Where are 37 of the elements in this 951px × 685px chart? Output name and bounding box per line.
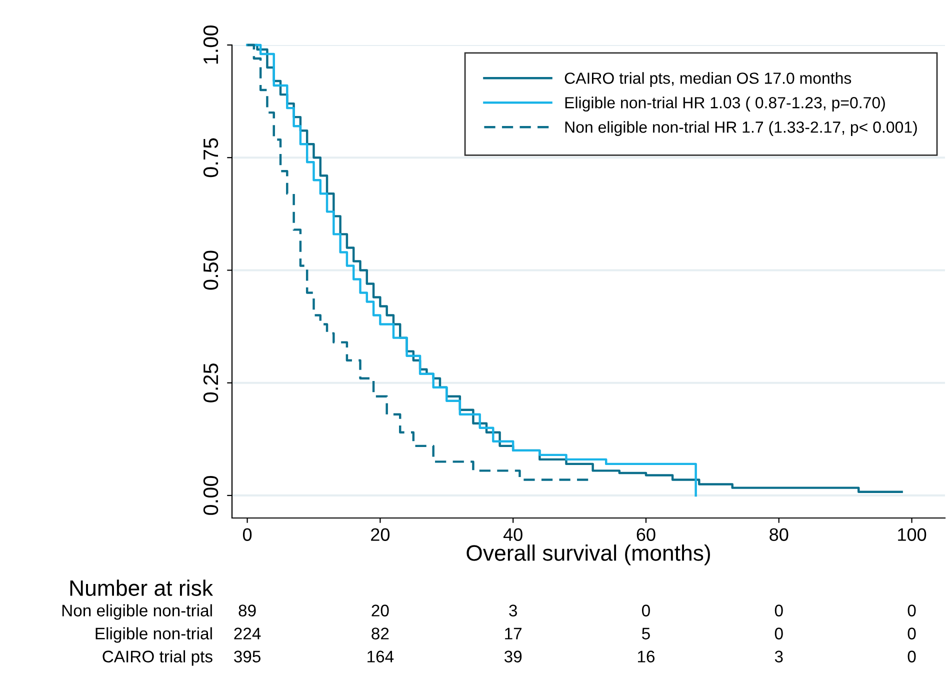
text: 39 bbox=[504, 650, 522, 662]
text: 224 bbox=[234, 628, 261, 640]
text: CAIRO trial pts bbox=[102, 650, 212, 666]
legend-label: Eligible non-trial HR 1.03 ( 0.87-1.23, p=0.70) bbox=[565, 96, 885, 112]
text: 0 bbox=[774, 628, 783, 640]
x-axis-title: Overall survival (months) bbox=[466, 544, 710, 566]
y-tick-label: 0.75 bbox=[203, 138, 218, 178]
text: 0 bbox=[642, 604, 650, 616]
text: 20 bbox=[372, 604, 389, 616]
y-tick-label: 0.00 bbox=[203, 476, 218, 515]
text: 0 bbox=[908, 604, 916, 616]
text: 0 bbox=[908, 650, 916, 662]
x-tick-label: 40 bbox=[503, 528, 522, 541]
text: 5 bbox=[642, 628, 650, 640]
y-tick-label: 0.50 bbox=[203, 250, 218, 290]
y-tick-label: 1.00 bbox=[203, 26, 218, 64]
text: 17 bbox=[505, 628, 522, 640]
text: 3 bbox=[509, 604, 517, 616]
text: 395 bbox=[234, 650, 260, 662]
x-tick-label: 20 bbox=[371, 528, 390, 541]
text: 3 bbox=[774, 650, 783, 662]
legend-label: CAIRO trial pts, median OS 17.0 months bbox=[564, 72, 852, 88]
text: 0 bbox=[908, 628, 916, 640]
y-tick-label: 0.25 bbox=[203, 363, 218, 402]
text: 0 bbox=[774, 604, 783, 616]
text: 89 bbox=[238, 604, 256, 616]
text: Non eligible non-trial bbox=[62, 604, 212, 620]
text: Eligible non-trial bbox=[96, 627, 212, 643]
x-tick-label: 100 bbox=[898, 528, 926, 541]
x-tick-label: 60 bbox=[636, 528, 656, 541]
text: 16 bbox=[638, 650, 655, 662]
text: 164 bbox=[368, 650, 394, 662]
x-tick-label: 80 bbox=[770, 528, 788, 541]
x-tick-label: 0 bbox=[242, 528, 252, 541]
legend-label: Non eligible non-trial HR 1.7 (1.33-2.17, p< 0.001) bbox=[565, 121, 917, 136]
text: 82 bbox=[372, 628, 389, 640]
text: Number at risk bbox=[70, 580, 214, 596]
